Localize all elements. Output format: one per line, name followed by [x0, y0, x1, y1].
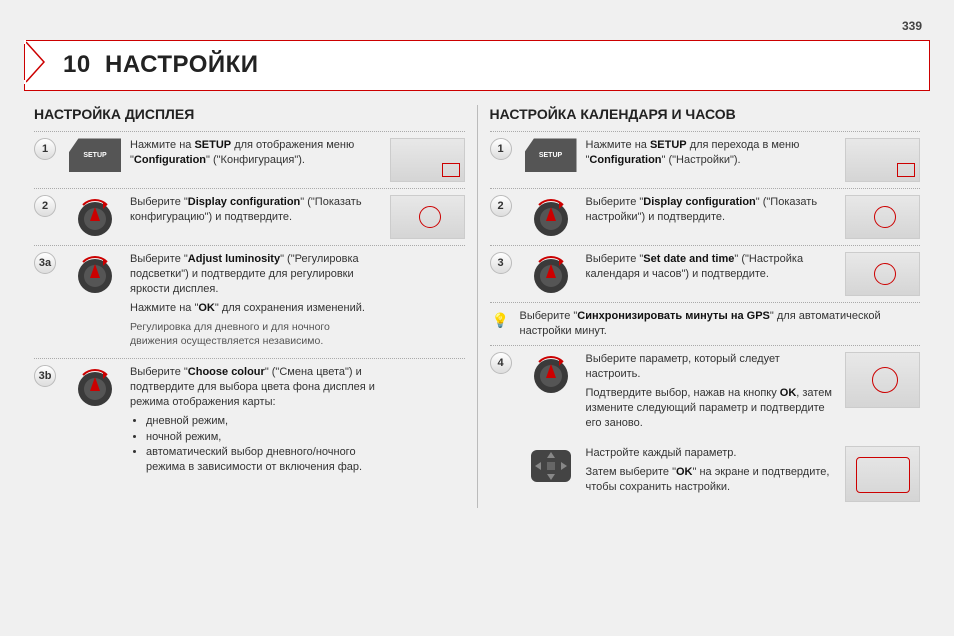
lightbulb-icon: 💡 — [490, 309, 512, 331]
dashboard-thumbnail — [845, 138, 920, 182]
left-step-2: 2 Выберите "Display configuration" ("Пок… — [34, 188, 465, 245]
right-heading: НАСТРОЙКА КАЛЕНДАРЯ И ЧАСОВ — [490, 105, 921, 124]
rotary-dial-icon — [73, 252, 117, 296]
mode-list: дневной режим, ночной режим, автоматичес… — [146, 414, 378, 475]
step-text: Выберите "Choose colour" ("Смена цвета")… — [130, 365, 378, 410]
step-text: Нажмите на "OK" для сохранения изменений… — [130, 301, 378, 316]
step-text: Подтвердите выбор, нажав на кнопку OK, з… — [586, 386, 834, 431]
list-item: дневной режим, — [146, 414, 378, 429]
step-text: Выберите "Display configuration" ("Показ… — [586, 195, 834, 225]
right-step-2: 2 Выберите "Display configuration" ("Пок… — [490, 188, 921, 245]
step-badge: 1 — [490, 138, 512, 160]
rotary-dial-icon — [73, 195, 117, 239]
tip-text: Выберите "Синхронизировать минуты на GPS… — [520, 309, 921, 339]
right-step-4: 4 Выберите параметр, который следует нас… — [490, 345, 921, 508]
right-step-1: 1 SETUP Нажмите на SETUP для перехода в … — [490, 131, 921, 188]
left-step-3a: 3a Выберите "Adjust luminosity" ("Регули… — [34, 245, 465, 358]
dashboard-thumbnail — [845, 446, 920, 502]
step-badge: 2 — [490, 195, 512, 217]
right-column: НАСТРОЙКА КАЛЕНДАРЯ И ЧАСОВ 1 SETUP Нажм… — [480, 105, 931, 509]
step-badge: 4 — [490, 352, 512, 374]
setup-button-icon: SETUP — [69, 138, 121, 172]
rotary-dial-icon — [73, 365, 117, 409]
chapter-title-bar: 10 НАСТРОЙКИ — [24, 40, 930, 90]
step-text: Выберите "Set date and time" ("Настройка… — [586, 252, 834, 282]
step-text: Затем выберите "OK" на экране и подтверд… — [586, 465, 834, 495]
step-badge: 2 — [34, 195, 56, 217]
step-badge: 3 — [490, 252, 512, 274]
setup-button-icon: SETUP — [525, 138, 577, 172]
dashboard-thumbnail — [390, 138, 465, 182]
step-text: Выберите параметр, который следует настр… — [586, 352, 834, 382]
step-badge: 3b — [34, 365, 56, 387]
left-column: НАСТРОЙКА ДИСПЛЕЯ 1 SETUP Нажмите на SET… — [24, 105, 475, 509]
rotary-dial-icon — [529, 195, 573, 239]
dashboard-thumbnail — [845, 195, 920, 239]
rotary-dial-icon — [529, 252, 573, 296]
dashboard-thumbnail — [390, 195, 465, 239]
dashboard-thumbnail — [845, 252, 920, 296]
step-text: Выберите "Adjust luminosity" ("Регулиров… — [130, 252, 378, 297]
list-item: автоматический выбор дневного/ночного ре… — [146, 445, 378, 475]
dashboard-thumbnail — [845, 352, 920, 408]
step-badge: 1 — [34, 138, 56, 160]
left-heading: НАСТРОЙКА ДИСПЛЕЯ — [34, 105, 465, 124]
dpad-icon — [525, 446, 577, 486]
step-text: Настройте каждый параметр. — [586, 446, 834, 461]
step-note: Регулировка для дневного и для ночного д… — [130, 320, 378, 348]
step-badge: 3a — [34, 252, 56, 274]
step-text: Нажмите на SETUP для перехода в меню "Co… — [586, 138, 834, 168]
column-divider — [477, 105, 478, 509]
rotary-dial-icon — [529, 352, 573, 396]
step-text: Выберите "Display configuration" ("Показ… — [130, 195, 378, 225]
left-step-3b: 3b Выберите "Choose colour" ("Смена цвет… — [34, 358, 465, 482]
gps-tip: 💡 Выберите "Синхронизировать минуты на G… — [490, 302, 921, 345]
left-step-1: 1 SETUP Нажмите на SETUP для отображения… — [34, 131, 465, 188]
step-text: Нажмите на SETUP для отображения меню "C… — [130, 138, 378, 168]
page-number: 339 — [24, 18, 930, 34]
right-step-3: 3 Выберите "Set date and time" ("Настрой… — [490, 245, 921, 302]
title-arrow-icon — [24, 40, 52, 84]
list-item: ночной режим, — [146, 430, 378, 445]
